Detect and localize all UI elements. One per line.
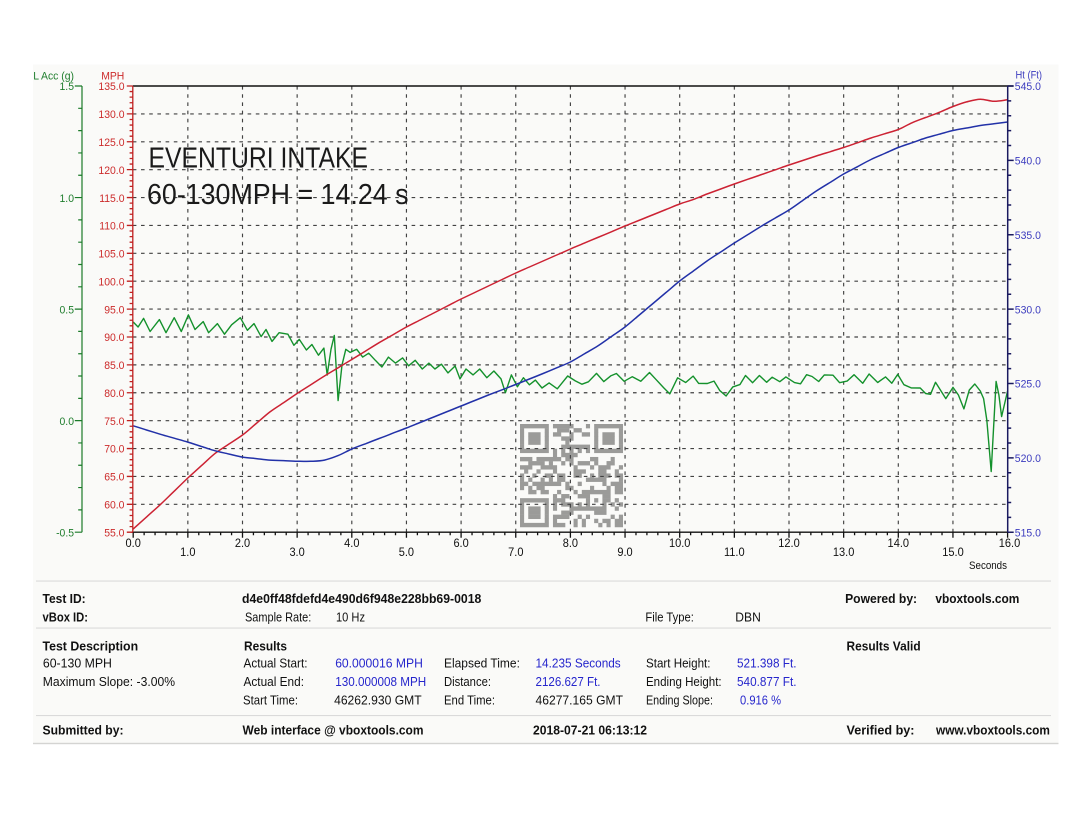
svg-text:115.0: 115.0: [99, 193, 124, 205]
svg-text:Test ID:: Test ID:: [43, 591, 86, 606]
svg-text:www.vboxtools.com: www.vboxtools.com: [935, 722, 1050, 737]
svg-text:135.0: 135.0: [98, 81, 124, 93]
svg-text:10 Hz: 10 Hz: [336, 609, 365, 624]
svg-text:File Type:: File Type:: [645, 609, 694, 624]
svg-text:Powered by:: Powered by:: [845, 591, 917, 606]
svg-text:Seconds: Seconds: [969, 560, 1008, 572]
svg-text:10.0: 10.0: [669, 536, 691, 550]
svg-text:535.0: 535.0: [1015, 230, 1041, 242]
svg-text:60.000016 MPH: 60.000016 MPH: [335, 655, 423, 670]
svg-text:0.916 %: 0.916 %: [740, 692, 781, 707]
svg-text:Results Valid: Results Valid: [847, 638, 921, 653]
svg-text:Sample Rate:: Sample Rate:: [245, 609, 311, 624]
svg-text:vboxtools.com: vboxtools.com: [935, 591, 1019, 606]
svg-text:2126.627 Ft.: 2126.627 Ft.: [536, 674, 601, 689]
svg-text:Ht (Ft): Ht (Ft): [1016, 69, 1043, 81]
svg-text:4.0: 4.0: [344, 536, 360, 550]
svg-text:EVENTURI INTAKE: EVENTURI INTAKE: [149, 143, 369, 175]
svg-text:14.235 Seconds: 14.235 Seconds: [536, 655, 622, 670]
svg-text:13.0: 13.0: [833, 545, 855, 559]
svg-text:16.0: 16.0: [999, 536, 1021, 550]
svg-text:Verified by:: Verified by:: [847, 722, 915, 737]
svg-text:0.0: 0.0: [60, 416, 75, 428]
svg-text:130.000008 MPH: 130.000008 MPH: [335, 674, 426, 689]
svg-text:2018-07-21 06:13:12: 2018-07-21 06:13:12: [533, 722, 647, 737]
svg-text:Actual End:: Actual End:: [244, 674, 305, 689]
svg-text:520.0: 520.0: [1015, 453, 1041, 465]
svg-text:46277.165 GMT: 46277.165 GMT: [536, 692, 624, 707]
svg-text:Actual Start:: Actual Start:: [244, 655, 308, 670]
svg-text:120.0: 120.0: [98, 165, 124, 177]
svg-text:-0.5: -0.5: [56, 527, 74, 539]
svg-text:DBN: DBN: [735, 609, 761, 624]
svg-text:540.0: 540.0: [1015, 156, 1041, 168]
svg-text:Results: Results: [244, 638, 287, 653]
svg-text:105.0: 105.0: [98, 249, 124, 261]
svg-text:vBox ID:: vBox ID:: [43, 609, 89, 624]
svg-text:L Acc (g): L Acc (g): [33, 70, 74, 82]
svg-text:55.0: 55.0: [104, 527, 124, 539]
svg-text:0.0: 0.0: [126, 536, 142, 550]
svg-text:Start Height:: Start Height:: [646, 655, 711, 670]
svg-text:2.0: 2.0: [235, 536, 251, 550]
svg-text:110.0: 110.0: [99, 221, 124, 233]
svg-text:90.0: 90.0: [104, 332, 124, 344]
svg-text:60-130 MPH: 60-130 MPH: [43, 655, 112, 670]
svg-text:Ending Height:: Ending Height:: [646, 674, 722, 689]
svg-text:1.5: 1.5: [60, 81, 75, 93]
svg-text:521.398 Ft.: 521.398 Ft.: [737, 655, 797, 670]
svg-text:80.0: 80.0: [104, 388, 124, 400]
svg-text:14.0: 14.0: [888, 536, 910, 550]
svg-text:MPH: MPH: [101, 71, 124, 83]
svg-text:125.0: 125.0: [98, 137, 124, 149]
svg-text:100.0: 100.0: [98, 276, 124, 288]
svg-text:65.0: 65.0: [104, 472, 124, 484]
svg-text:540.877 Ft.: 540.877 Ft.: [737, 674, 797, 689]
svg-text:530.0: 530.0: [1015, 304, 1041, 316]
svg-text:60-130MPH = 14.24 s: 60-130MPH = 14.24 s: [147, 179, 409, 211]
svg-text:Web interface @ vboxtools.com: Web interface @ vboxtools.com: [243, 722, 424, 737]
svg-text:7.0: 7.0: [508, 545, 524, 559]
svg-text:130.0: 130.0: [98, 109, 124, 121]
svg-text:3.0: 3.0: [289, 545, 305, 559]
svg-text:Elapsed Time:: Elapsed Time:: [444, 655, 520, 670]
svg-text:Ending Slope:: Ending Slope:: [646, 692, 713, 707]
svg-text:1.0: 1.0: [180, 545, 196, 559]
svg-text:End Time:: End Time:: [444, 692, 495, 707]
svg-text:95.0: 95.0: [104, 304, 124, 316]
svg-text:8.0: 8.0: [563, 536, 579, 550]
svg-text:Start Time:: Start Time:: [243, 692, 298, 707]
svg-text:6.0: 6.0: [453, 536, 469, 550]
svg-text:15.0: 15.0: [942, 545, 964, 559]
svg-text:545.0: 545.0: [1015, 81, 1041, 93]
svg-text:70.0: 70.0: [104, 444, 124, 456]
svg-text:515.0: 515.0: [1015, 527, 1041, 539]
svg-text:1.0: 1.0: [60, 193, 75, 205]
svg-text:60.0: 60.0: [104, 500, 124, 512]
svg-text:0.5: 0.5: [60, 304, 75, 316]
svg-text:Distance:: Distance:: [444, 674, 491, 689]
svg-text:Test Description: Test Description: [43, 638, 139, 653]
svg-text:Maximum Slope: -3.00%: Maximum Slope: -3.00%: [43, 674, 176, 689]
svg-text:525.0: 525.0: [1015, 379, 1041, 391]
svg-text:9.0: 9.0: [617, 545, 633, 559]
svg-text:d4e0ff48fdefd4e490d6f948e228bb: d4e0ff48fdefd4e490d6f948e228bb69-0018: [242, 591, 481, 606]
svg-text:75.0: 75.0: [104, 416, 124, 428]
svg-text:5.0: 5.0: [399, 545, 415, 559]
svg-text:11.0: 11.0: [724, 545, 745, 559]
svg-text:46262.930 GMT: 46262.930 GMT: [334, 692, 422, 707]
svg-text:85.0: 85.0: [104, 360, 124, 372]
svg-text:12.0: 12.0: [778, 536, 800, 550]
svg-text:Submitted by:: Submitted by:: [43, 722, 124, 737]
